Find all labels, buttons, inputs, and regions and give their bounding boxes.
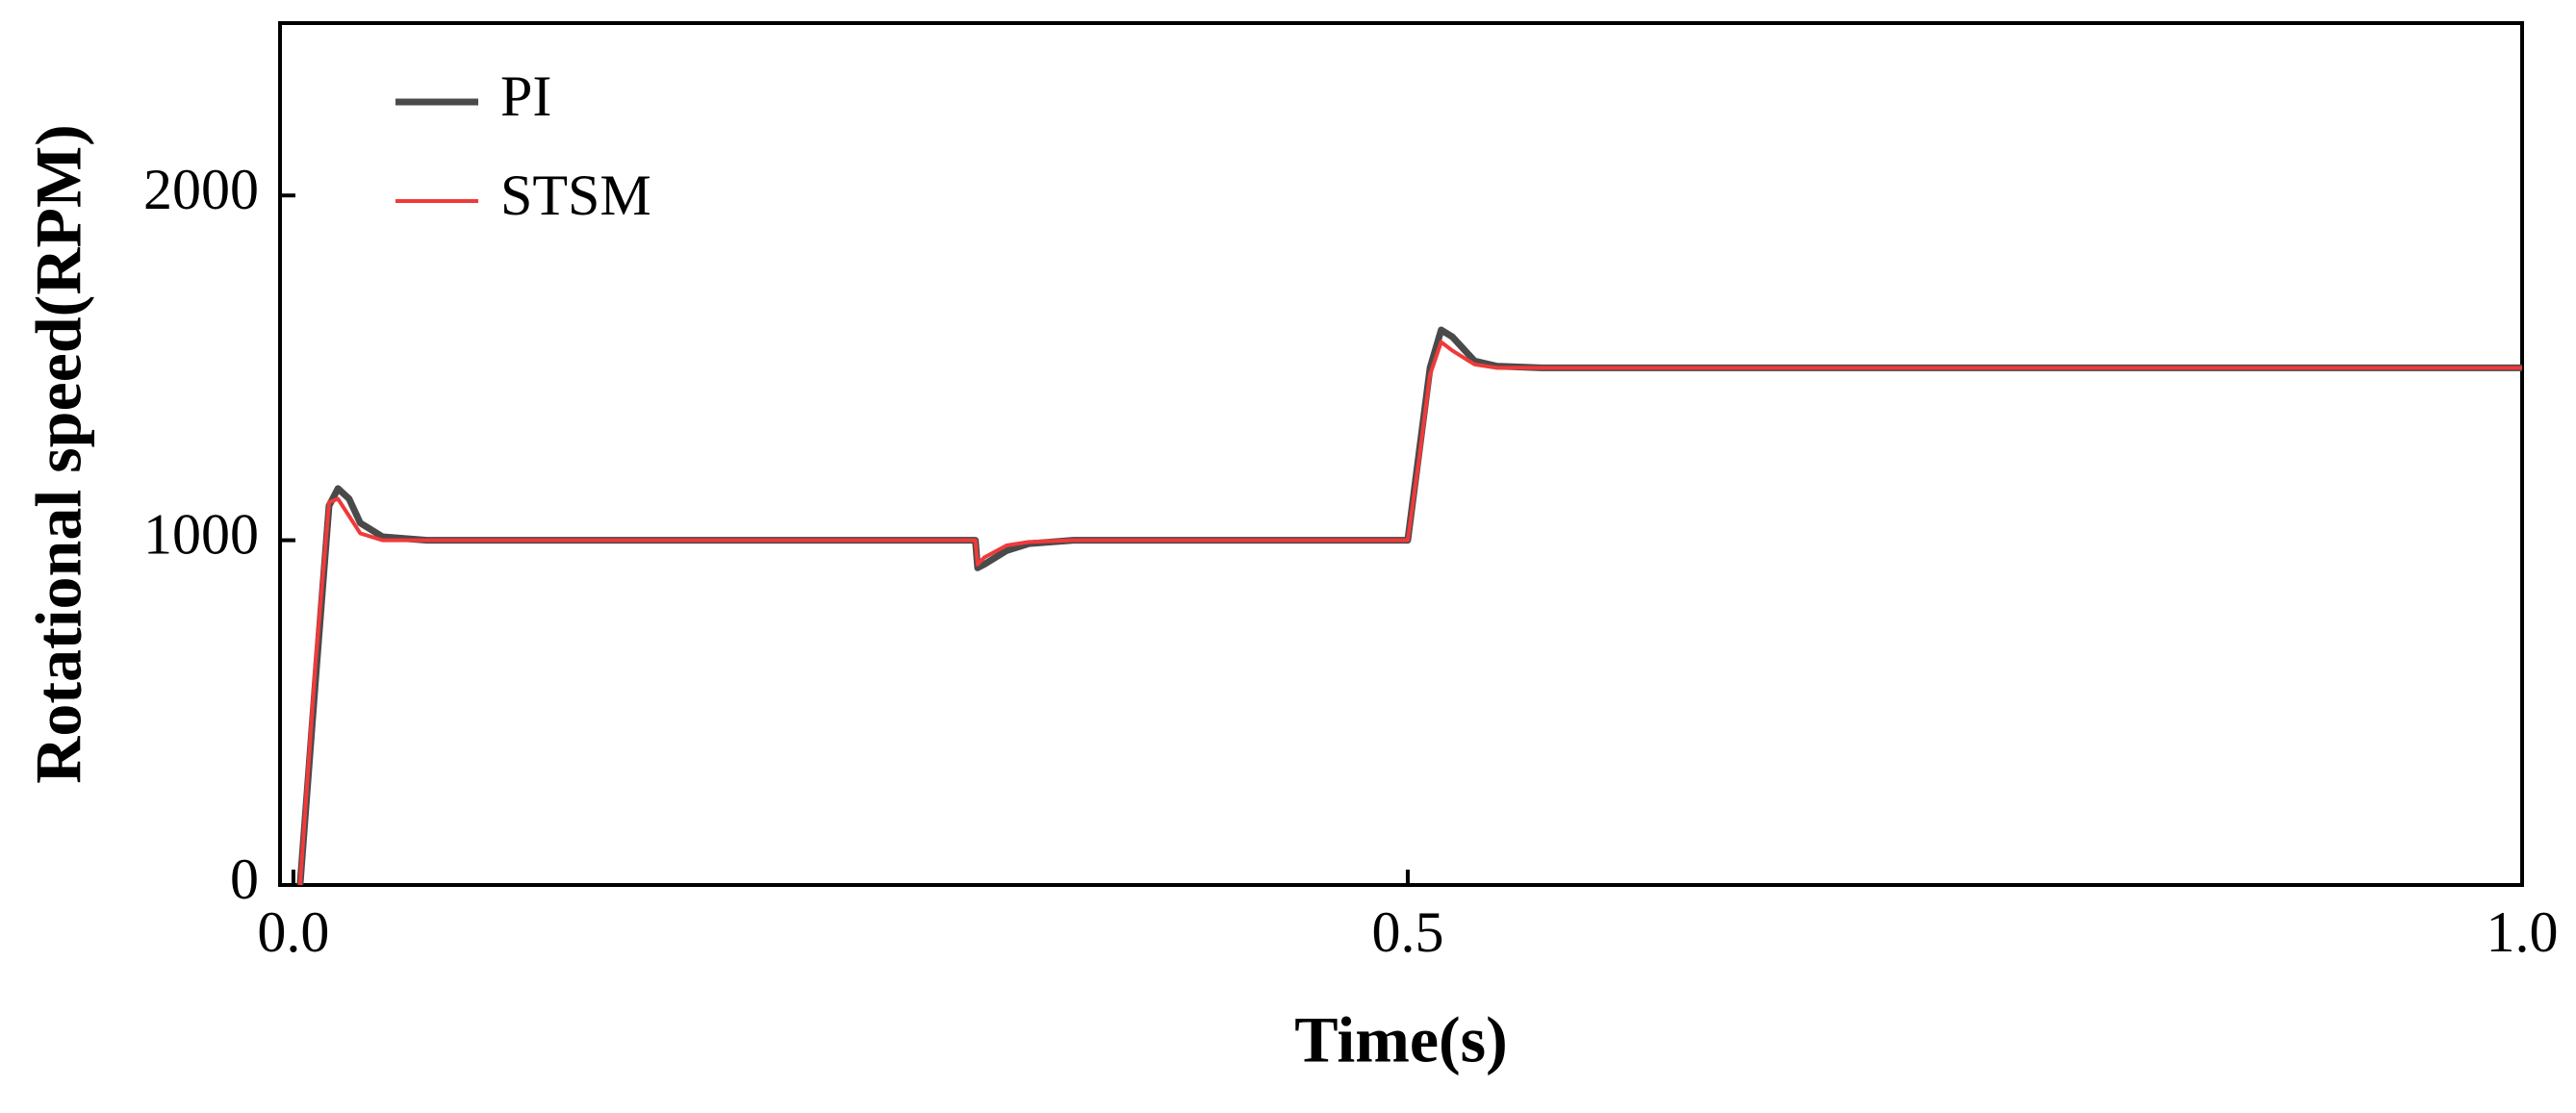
y-tick-label: 0 [230,847,259,911]
x-tick-label: 1.0 [2487,900,2559,964]
x-tick-label: 0.5 [1371,900,1443,964]
legend-label: STSM [500,164,651,227]
y-tick-label: 2000 [143,158,259,221]
plot-frame [278,21,2524,887]
series-line [296,326,2522,886]
x-axis-title: Time(s) [1294,1003,1508,1076]
x-tick-label: 0.0 [257,900,329,964]
y-axis-title: Rotational speed(RPM) [22,124,95,784]
legend-label: PI [500,64,551,128]
y-tick-label: 1000 [143,502,259,566]
series-line [297,340,2522,886]
